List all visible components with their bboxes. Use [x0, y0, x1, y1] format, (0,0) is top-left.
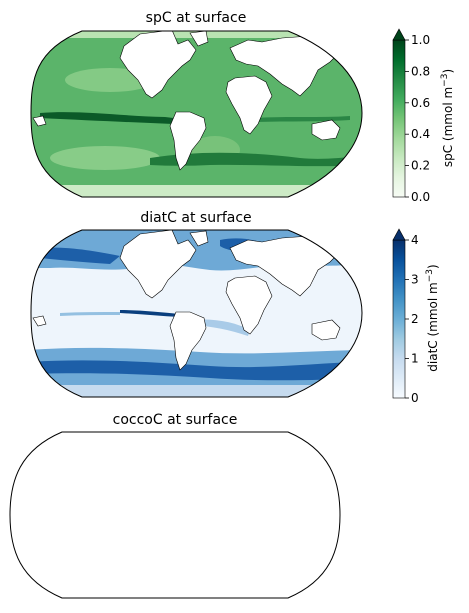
land-australia-west: [32, 115, 47, 127]
panel-title: diatC at surface: [140, 210, 251, 226]
panel-diatc: diatC at surface: [30, 210, 440, 405]
map-boundary-empty: [9, 431, 341, 599]
map-spc: [31, 31, 362, 197]
land-south-america: [169, 111, 207, 171]
land-australia: [311, 119, 341, 141]
land-greenland: [189, 230, 209, 247]
colorbar-tick-label: 0.0: [411, 190, 430, 204]
colorbar-ticks: 0.0 0.2 0.4 0.6 0.8 1.0: [405, 33, 430, 204]
map-boundary: [30, 229, 363, 398]
colorbar-label: spC (mmol m−3): [440, 69, 455, 167]
colorbar-extend-arrow: [392, 28, 406, 41]
colorbar-tick-label: 0.8: [411, 64, 430, 78]
colorbar-tick-label: 0.4: [411, 127, 430, 141]
land-south-america: [169, 311, 207, 371]
gyre-patch: [50, 146, 160, 170]
colorbar-spc: 0.0 0.2 0.4 0.6 0.8 1.0 spC (mmol m−3): [392, 28, 455, 204]
land-eurasia: [229, 235, 341, 297]
colorbar-tick-label: 1: [411, 352, 419, 366]
colorbar-tick-label: 3: [411, 273, 419, 287]
colorbar-tick-label: 2: [411, 312, 419, 326]
land-north-america: [119, 31, 197, 99]
land-north-america: [119, 230, 197, 299]
landmasses: [32, 230, 341, 371]
land-eurasia: [229, 35, 341, 97]
southern-dark-band: [31, 360, 362, 381]
colorbar-tick-label: 0.2: [411, 159, 430, 173]
land-africa: [225, 275, 273, 335]
equatorial-band: [40, 112, 195, 125]
north-pacific-bloom: [40, 247, 120, 264]
colorbar-gradient: [392, 39, 406, 198]
panel-title: spC at surface: [146, 10, 247, 26]
landmasses: [32, 31, 341, 171]
colorbar-gradient: [392, 239, 406, 399]
panel-coccoc: coccoC at surface: [9, 412, 341, 599]
colorbar-label: diatC (mmol m−3): [425, 264, 440, 371]
land-australia-west: [32, 315, 47, 327]
equatorial-band: [60, 312, 120, 316]
colorbar-ticks: 0 1 2 3 4: [405, 233, 419, 405]
colorbar-diatc: 0 1 2 3 4 diatC (mmol m−3): [392, 228, 440, 405]
equatorial-band: [255, 116, 350, 122]
map-diatc: [31, 230, 362, 397]
panel-title: coccoC at surface: [113, 412, 238, 428]
land-greenland: [189, 31, 209, 47]
colorbar-tick-label: 4: [411, 233, 419, 247]
panel-spc: spC at surface: [30, 10, 455, 204]
land-australia: [311, 319, 341, 341]
land-africa: [225, 75, 273, 135]
colorbar-tick-label: 1.0: [411, 33, 430, 47]
colorbar-extend-arrow: [392, 228, 406, 241]
southern-band: [150, 152, 360, 167]
polar-band: [31, 185, 362, 197]
colorbar-tick-label: 0: [411, 391, 419, 405]
antarctic-edge: [31, 385, 362, 397]
colorbar-tick-label: 0.6: [411, 96, 430, 110]
equatorial-band: [120, 310, 180, 317]
map-boundary: [30, 30, 363, 198]
